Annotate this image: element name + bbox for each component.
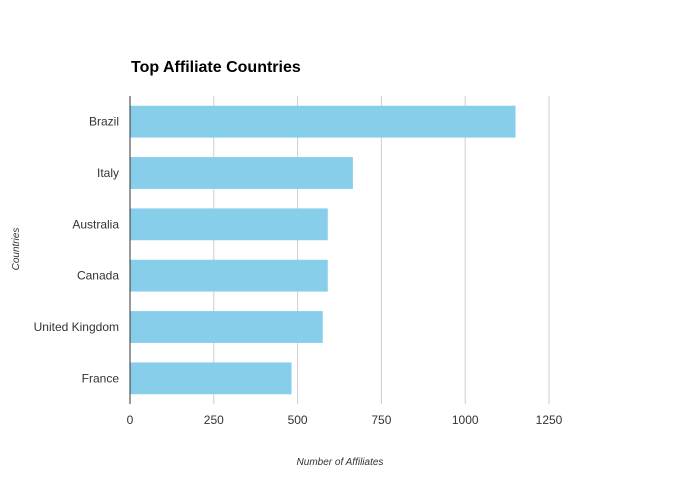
category-label: Brazil — [89, 115, 119, 129]
bar-france — [130, 362, 292, 395]
category-label: United Kingdom — [34, 320, 119, 334]
category-label: Canada — [77, 269, 119, 283]
x-axis-title: Number of Affiliates — [297, 457, 384, 468]
x-tick-label: 0 — [127, 413, 134, 427]
gridlines — [213, 96, 550, 404]
x-tick-labels: 0 250 500 750 1000 1250 — [127, 413, 563, 427]
bar-brazil — [130, 105, 516, 138]
bar-canada — [130, 259, 328, 292]
bar-italy — [130, 157, 353, 189]
category-label: Italy — [97, 166, 119, 180]
bars — [130, 105, 516, 395]
x-tick-label: 500 — [288, 413, 308, 427]
x-tick-label: 1250 — [536, 413, 563, 427]
category-labels: Brazil Italy Australia Canada United Kingdom… — [34, 115, 120, 386]
y-axis-title: Countries — [11, 228, 22, 271]
bar-australia — [130, 208, 328, 241]
x-tick-label: 1000 — [452, 413, 479, 427]
category-label: France — [82, 371, 120, 385]
category-label: Australia — [72, 217, 119, 231]
bar-united-kingdom — [130, 311, 323, 343]
chart-title: Top Affiliate Countries — [131, 59, 301, 76]
x-tick-label: 750 — [371, 413, 391, 427]
x-tick-label: 250 — [204, 413, 224, 427]
